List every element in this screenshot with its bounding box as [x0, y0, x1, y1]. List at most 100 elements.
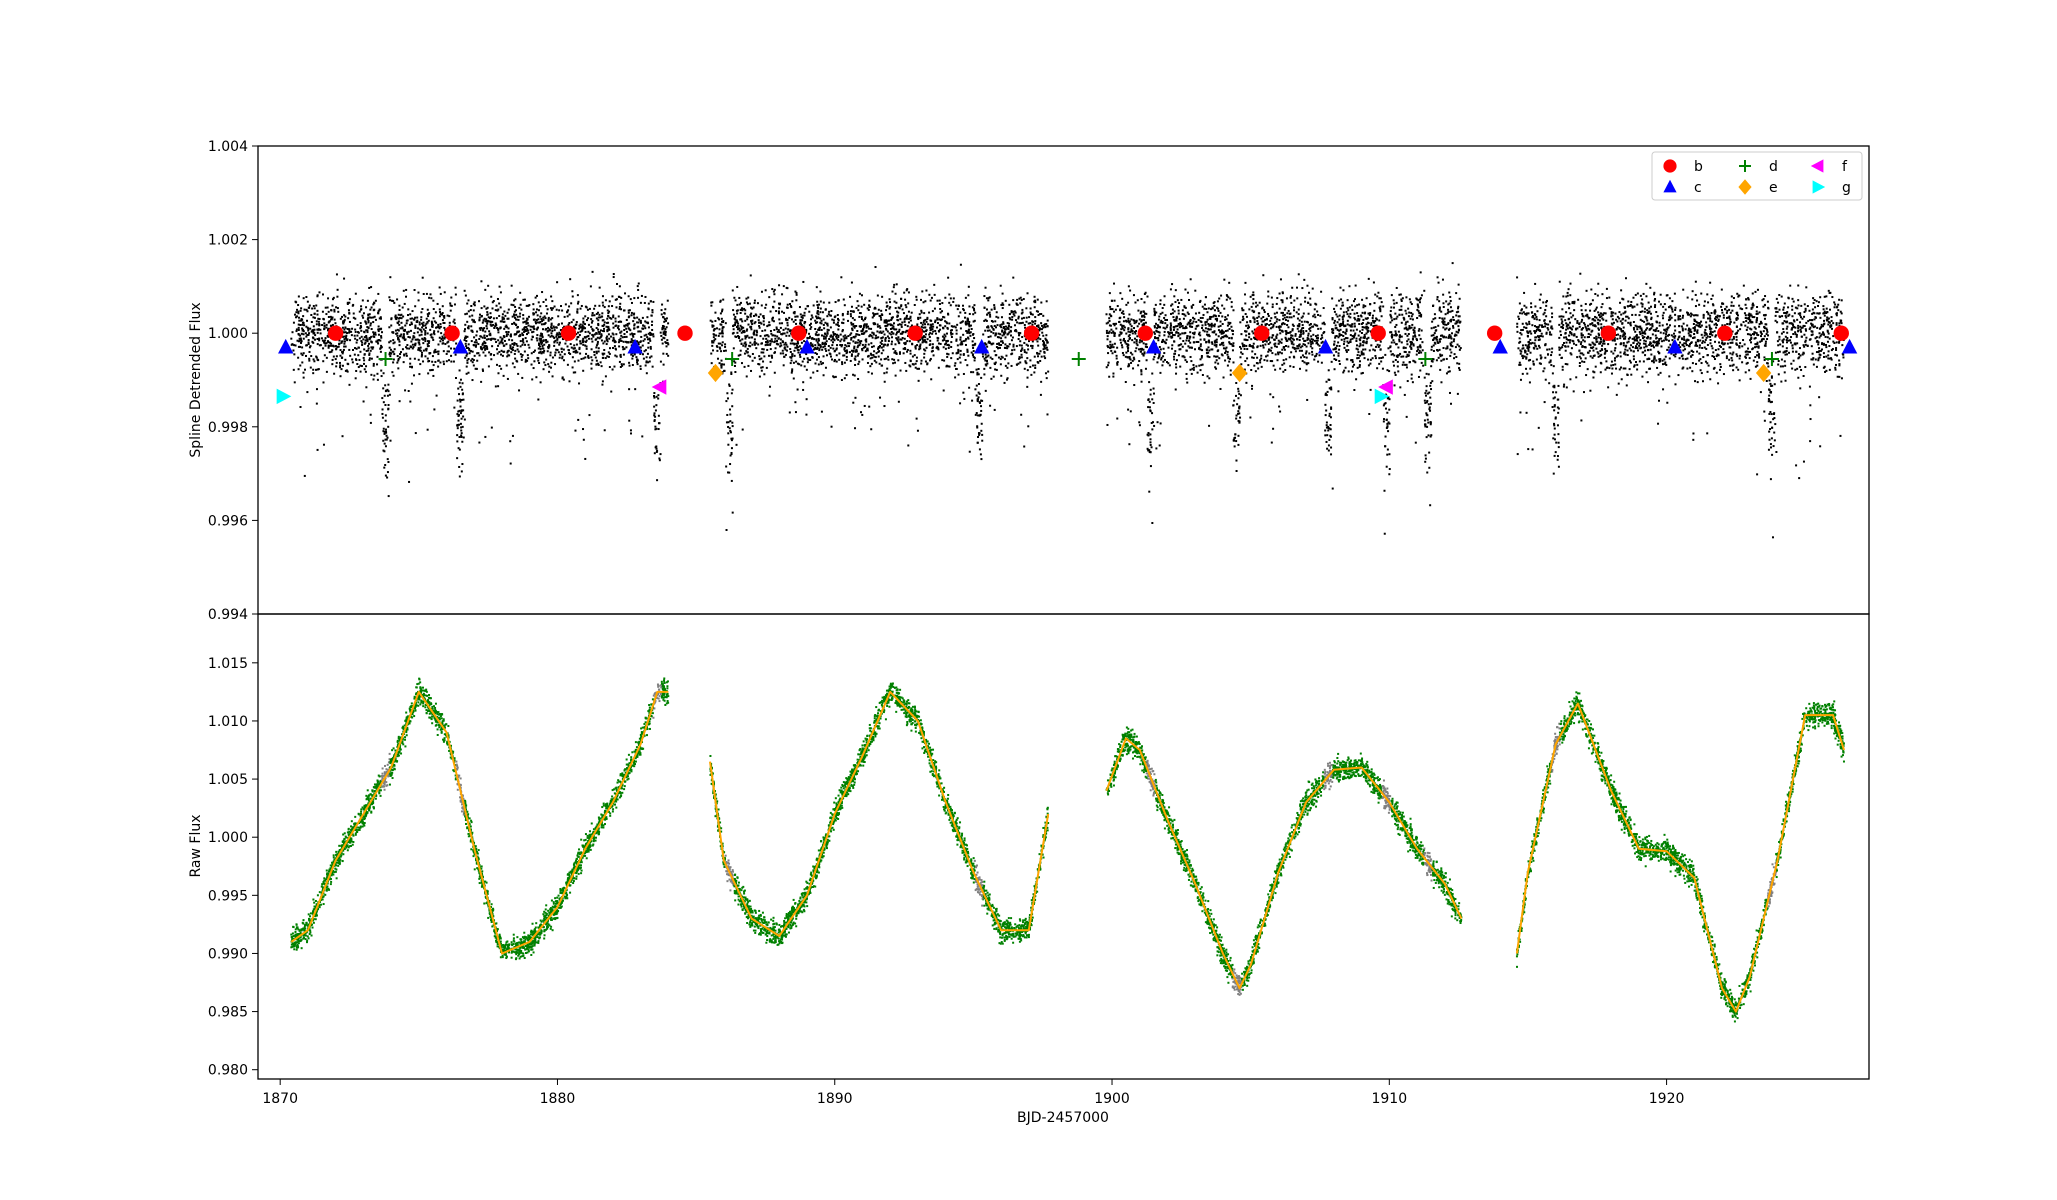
detrended-point	[513, 316, 516, 319]
detrended-point	[861, 358, 864, 361]
detrended-point	[1452, 316, 1455, 319]
detrended-point	[1039, 338, 1042, 341]
detrended-point	[318, 322, 321, 325]
detrended-point	[1200, 364, 1203, 367]
detrended-point	[467, 357, 470, 360]
detrended-point	[722, 298, 725, 301]
detrended-point	[387, 403, 390, 406]
detrended-point	[328, 320, 331, 323]
detrended-point	[539, 348, 542, 351]
detrended-point	[371, 347, 374, 350]
detrended-point	[976, 425, 979, 428]
detrended-point	[555, 326, 558, 329]
detrended-point	[1130, 330, 1133, 333]
detrended-point	[984, 389, 987, 392]
detrended-point	[987, 341, 990, 344]
detrended-point	[1006, 345, 1009, 348]
detrended-point	[618, 285, 621, 288]
detrended-point	[1034, 366, 1037, 369]
detrended-point	[890, 340, 893, 343]
detrended-point	[637, 321, 640, 324]
detrended-point	[579, 352, 582, 355]
detrended-point	[1018, 322, 1021, 325]
detrended-point	[901, 321, 904, 324]
detrended-point	[824, 308, 827, 311]
detrended-point	[1016, 363, 1019, 366]
detrended-point	[471, 379, 474, 382]
detrended-point	[815, 339, 818, 342]
detrended-point	[882, 349, 885, 352]
detrended-point	[1365, 332, 1368, 335]
detrended-point	[315, 320, 318, 323]
detrended-point	[591, 359, 594, 362]
detrended-point	[1026, 357, 1029, 360]
detrended-point	[837, 328, 840, 331]
detrended-point	[410, 382, 413, 385]
detrended-point	[352, 303, 355, 306]
detrended-point	[555, 335, 558, 338]
detrended-point	[612, 326, 615, 329]
detrended-point	[626, 324, 629, 327]
detrended-point	[789, 356, 792, 359]
detrended-point	[322, 381, 325, 384]
detrended-point	[581, 340, 584, 343]
detrended-point	[917, 367, 920, 370]
detrended-point	[1439, 368, 1442, 371]
detrended-point	[740, 362, 743, 365]
detrended-point	[297, 356, 300, 359]
detrended-point	[947, 347, 950, 350]
detrended-point	[1147, 449, 1150, 452]
detrended-point	[936, 339, 939, 342]
detrended-point	[948, 293, 951, 296]
detrended-point	[765, 337, 768, 340]
detrended-point	[1251, 350, 1254, 353]
detrended-point	[1029, 365, 1032, 368]
detrended-point	[1020, 356, 1023, 359]
detrended-point	[457, 410, 460, 413]
detrended-point	[990, 325, 993, 328]
detrended-point	[739, 324, 742, 327]
detrended-point	[904, 298, 907, 301]
detrended-point	[753, 302, 756, 305]
detrended-point	[1105, 329, 1108, 332]
detrended-point	[398, 308, 401, 311]
detrended-point	[759, 313, 762, 316]
detrended-point	[633, 312, 636, 315]
detrended-point	[418, 373, 421, 376]
detrended-point	[325, 313, 328, 316]
detrended-point	[307, 329, 310, 332]
detrended-point	[769, 342, 772, 345]
detrended-point	[921, 337, 924, 340]
detrended-point	[1314, 324, 1317, 327]
detrended-point	[955, 304, 958, 307]
detrended-point	[318, 339, 321, 342]
detrended-point	[547, 363, 550, 366]
detrended-point	[475, 339, 478, 342]
detrended-point	[712, 336, 715, 339]
detrended-point	[1033, 355, 1036, 358]
detrended-point	[934, 332, 937, 335]
detrended-point	[852, 373, 855, 376]
detrended-point	[458, 393, 461, 396]
detrended-point	[994, 354, 997, 357]
detrended-point	[513, 321, 516, 324]
detrended-point	[878, 362, 881, 365]
detrended-point	[1220, 337, 1223, 340]
detrended-point	[406, 332, 409, 335]
detrended-point	[428, 296, 431, 299]
detrended-point	[1021, 308, 1024, 311]
detrended-point	[544, 298, 547, 301]
detrended-point	[947, 276, 950, 279]
detrended-point	[1127, 339, 1130, 342]
detrended-point	[865, 338, 868, 341]
detrended-point	[486, 306, 489, 309]
detrended-point	[968, 312, 971, 315]
detrended-point	[835, 360, 838, 363]
detrended-point	[836, 314, 839, 317]
detrended-point	[518, 306, 521, 309]
detrended-point	[1011, 336, 1014, 339]
detrended-point	[416, 316, 419, 319]
detrended-point	[923, 319, 926, 322]
detrended-point	[308, 359, 311, 362]
